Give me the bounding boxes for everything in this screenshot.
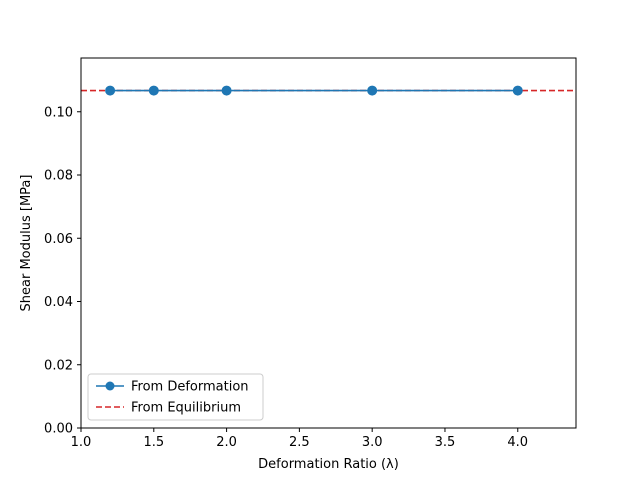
legend-marker-from-deformation	[105, 381, 115, 391]
legend: From Deformation From Equilibrium	[87, 373, 264, 421]
x-tick-label: 1.5	[143, 435, 164, 450]
series-from-deformation-point	[148, 85, 159, 96]
legend-label-from-deformation: From Deformation	[131, 380, 249, 395]
series-from-deformation-point	[367, 85, 378, 96]
y-tick-label: 0.08	[44, 169, 73, 184]
x-tick-label: 2.5	[289, 435, 310, 450]
legend-label-from-equilibrium: From Equilibrium	[131, 401, 241, 416]
x-tick-label: 4.0	[507, 435, 528, 450]
series-from-deformation-point	[221, 85, 232, 96]
y-tick-label: 0.06	[44, 232, 73, 247]
plot-frame	[80, 57, 577, 429]
series-from-deformation-point	[105, 85, 116, 96]
x-tick-label: 3.0	[362, 435, 383, 450]
y-tick-label: 0.00	[44, 422, 73, 437]
y-axis-ticks: 0.00 0.02 0.04 0.06 0.08 0.10	[44, 105, 81, 437]
x-tick-label: 1.0	[71, 435, 92, 450]
legend-box	[87, 373, 264, 421]
y-tick-label: 0.02	[44, 358, 73, 373]
y-tick-label: 0.10	[44, 105, 73, 120]
y-axis-label: Shear Modulus [MPa]	[19, 175, 34, 312]
x-tick-label: 3.5	[435, 435, 456, 450]
x-axis-label: Deformation Ratio (λ)	[258, 457, 399, 472]
x-tick-label: 2.0	[216, 435, 237, 450]
series-from-deformation-point	[512, 85, 523, 96]
y-tick-label: 0.04	[44, 295, 73, 310]
plot-content	[81, 85, 576, 96]
x-axis-ticks: 1.0 1.5 2.0 2.5 3.0 3.5 4.0	[71, 428, 528, 450]
